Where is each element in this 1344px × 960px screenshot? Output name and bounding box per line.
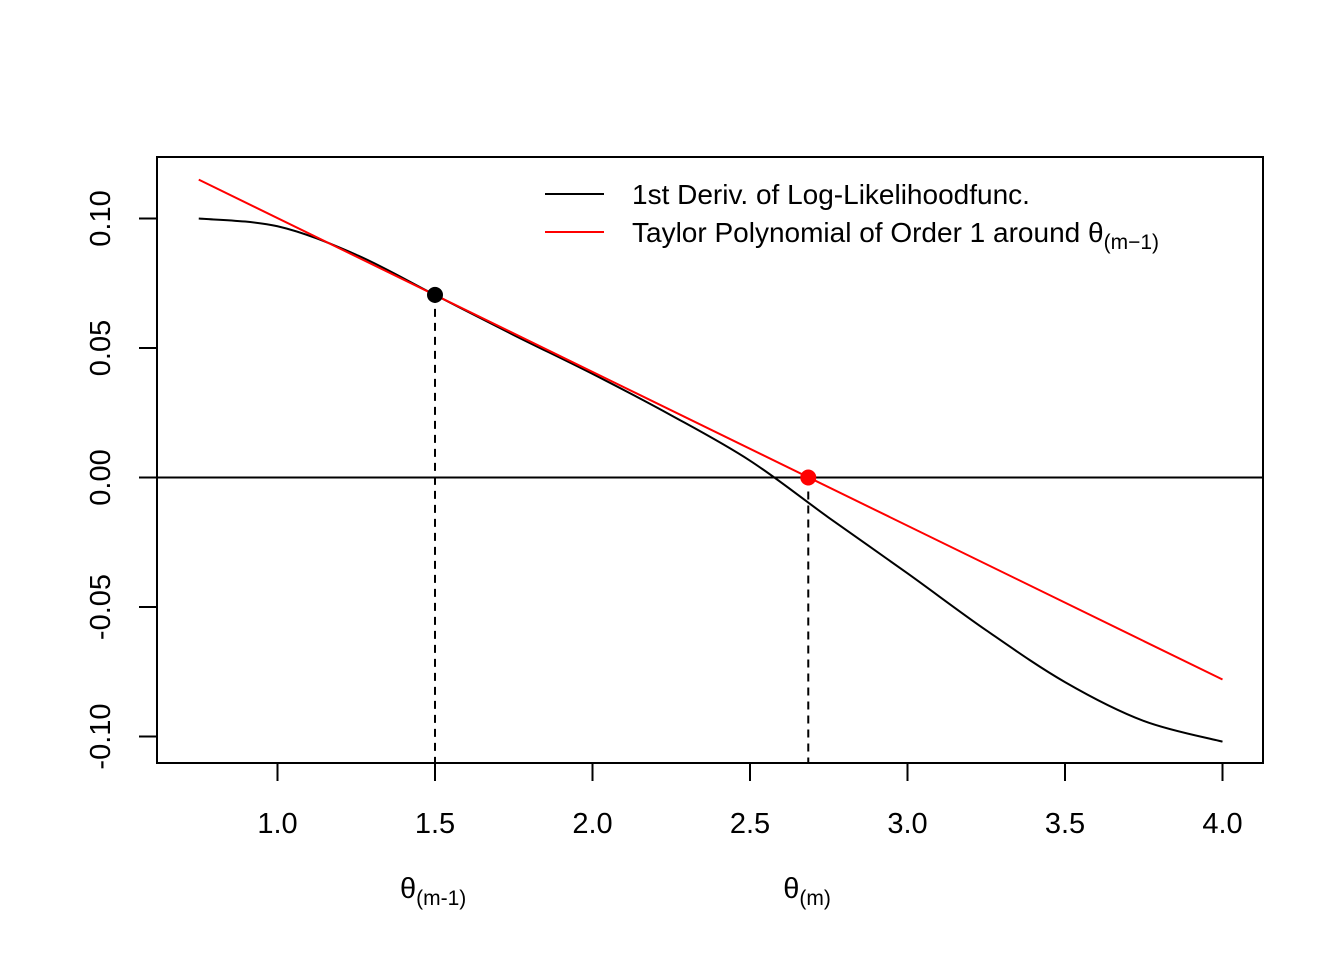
x-tick-label: 3.5 [1045,808,1085,840]
x-tick-label: 1.5 [415,808,455,840]
series-layer [198,178,1223,743]
theta-symbol: θ [400,873,416,905]
reference-lines [157,294,1263,763]
legend-label-text: 1st Deriv. of Log-Likelihoodfunc. [632,179,1030,210]
legend-label-text: Taylor Polynomial of Order 1 around θ [632,217,1104,248]
x-tick-label: 4.0 [1202,808,1242,840]
legend: 1st Deriv. of Log-Likelihoodfunc. Taylor … [545,179,1159,254]
legend-label: 1st Deriv. of Log-Likelihoodfunc. [632,179,1030,210]
point-theta-m [800,469,817,486]
theta-symbol: θ [783,873,799,905]
y-tick-label: 0.05 [85,320,117,376]
legend-label-subscript: (m−1) [1104,231,1159,254]
y-tick-label: 0.00 [85,449,117,505]
y-axis: -0.10 -0.05 0.00 0.05 0.10 [85,190,157,770]
theta-annotation: θ(m) [783,873,831,910]
y-tick-label: 0.10 [85,190,117,246]
plot-frame [156,156,1264,764]
x-tick-label: 2.5 [730,808,770,840]
series-line-taylor [198,178,1223,681]
theta-subscript: (m) [799,887,830,910]
x-tick-label: 3.0 [887,808,927,840]
x-tick-label: 1.0 [257,808,297,840]
theta-subscript: (m-1) [416,887,466,910]
y-tick-label: -0.05 [85,574,117,640]
points-layer [427,286,817,486]
y-tick-label: -0.10 [85,703,117,769]
legend-label: Taylor Polynomial of Order 1 around θ(m−… [632,217,1159,254]
point-theta-m-1 [427,286,443,303]
x-tick-label: 2.0 [572,808,612,840]
theta-annotation: θ(m-1) [400,873,466,910]
annotations: θ(m-1) θ(m) [400,873,831,910]
x-axis: 1.0 1.5 2.0 2.5 3.0 3.5 4.0 [257,763,1243,840]
series-line-derivative [198,217,1223,743]
